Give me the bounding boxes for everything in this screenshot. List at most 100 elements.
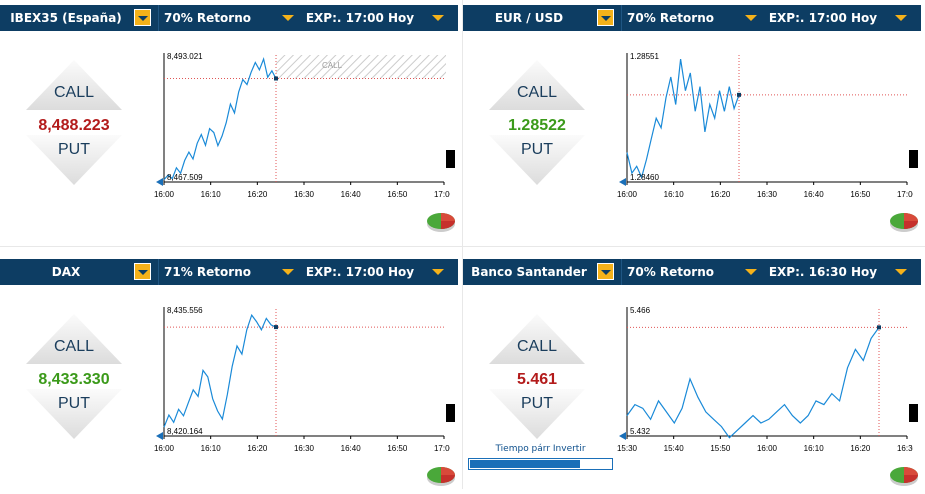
pie-chart-icon[interactable] <box>426 465 456 487</box>
asset-dropdown-button[interactable] <box>134 9 151 26</box>
x-tick-label: 16:00 <box>757 444 778 453</box>
put-button[interactable]: PUT <box>26 389 122 439</box>
trade-buttons: CALL 1.28522 PUT <box>489 60 585 185</box>
asset-panel: Banco Santander 70% Retorno EXP:. 16:30 … <box>463 254 921 494</box>
put-button[interactable]: PUT <box>489 389 585 439</box>
timer-progress-fill <box>470 460 580 468</box>
y-min-label: 8,467.509 <box>167 173 203 182</box>
pie-svg <box>427 213 455 232</box>
y-min-label: 5.432 <box>630 427 651 436</box>
chevron-down-icon[interactable] <box>432 15 444 21</box>
expiry-label: EXP:. 17:00 Hoy <box>768 11 878 25</box>
call-button[interactable]: CALL <box>26 60 122 110</box>
chevron-down-icon[interactable] <box>745 269 757 275</box>
chart-svg: 5.466 5.432 15:30 15:40 15:50 16:00 16:10 16:20… <box>617 306 913 453</box>
x-tick-label: 16:50 <box>387 190 408 199</box>
x-tick-label: 16:00 <box>154 190 175 199</box>
return-label: 71% Retorno <box>164 265 251 279</box>
chevron-down-icon[interactable] <box>282 269 294 275</box>
asset-name: EUR / USD <box>494 11 564 25</box>
chevron-down-icon[interactable] <box>745 15 757 21</box>
asset-dropdown-button[interactable] <box>597 263 614 280</box>
price-indicator-block <box>909 404 918 422</box>
price-series-line <box>626 59 740 180</box>
x-tick-label: 16:40 <box>341 190 362 199</box>
panel-divider-horizontal <box>0 246 925 247</box>
asset-dropdown-button[interactable] <box>134 263 151 280</box>
asset-name: IBEX35 (España) <box>10 11 122 25</box>
current-point <box>274 76 278 81</box>
price-chart: 5.466 5.432 15:30 15:40 15:50 16:00 16:10 16:20… <box>613 299 913 474</box>
expiry-label: EXP:. 17:00 Hoy <box>305 11 415 25</box>
header-separator <box>158 259 159 285</box>
price-chart: 1.28551 1.28460 16:00 16:10 16:20 16:30 16:40 1… <box>613 45 913 220</box>
x-tick-label: 16:10 <box>664 190 685 199</box>
chart-svg: CALL 8,493.021 8,467.509 16:00 16:10 16:20 16:… <box>154 52 450 199</box>
current-point <box>877 325 881 330</box>
price-series-line <box>163 56 277 181</box>
x-tick-label: 16:20 <box>850 444 871 453</box>
chevron-down-icon[interactable] <box>895 15 907 21</box>
invest-timer: Tiempo párr Invertir 00:41 <box>468 444 613 474</box>
x-tick-label: 15:50 <box>710 444 731 453</box>
header-separator <box>621 5 622 31</box>
x-tick-label: 16:00 <box>617 190 638 199</box>
current-price: 8,488.223 <box>38 117 110 134</box>
price-indicator-block <box>446 404 455 422</box>
pie-chart-icon[interactable] <box>889 465 919 487</box>
chevron-down-icon[interactable] <box>282 15 294 21</box>
arrow-left-icon <box>619 178 626 186</box>
chevron-down-icon[interactable] <box>432 269 444 275</box>
price-chart: 8,435.556 8,420.164 16:00 16:10 16:20 16:30 16… <box>150 299 450 474</box>
asset-panel: DAX 71% Retorno EXP:. 17:00 Hoy CALL 8,4… <box>0 254 458 494</box>
pie-chart-icon[interactable] <box>889 211 919 233</box>
expiry-label: EXP:. 16:30 Hoy <box>768 265 878 279</box>
panel-header: IBEX35 (España) 70% Retorno EXP:. 17:00 … <box>0 5 458 31</box>
x-tick-label: 16:10 <box>201 190 222 199</box>
x-tick-label: 16:40 <box>341 444 362 453</box>
asset-panel: IBEX35 (España) 70% Retorno EXP:. 17:00 … <box>0 0 458 240</box>
asset-dropdown-button[interactable] <box>597 9 614 26</box>
call-button[interactable]: CALL <box>26 314 122 364</box>
x-tick-label: 17:00 <box>434 190 450 199</box>
put-button[interactable]: PUT <box>26 135 122 185</box>
call-button[interactable]: CALL <box>489 314 585 364</box>
arrow-left-icon <box>156 432 163 440</box>
current-point <box>737 92 741 97</box>
x-tick-label: 16:30 <box>294 190 315 199</box>
put-button[interactable]: PUT <box>489 135 585 185</box>
trade-buttons: CALL 8,433.330 PUT <box>26 314 122 439</box>
x-tick-label: 16:50 <box>387 444 408 453</box>
call-zone-label: CALL <box>322 61 343 70</box>
trade-buttons: CALL 8,488.223 PUT <box>26 60 122 185</box>
arrow-left-icon <box>156 178 163 186</box>
asset-name: Banco Santander <box>471 265 587 279</box>
pie-svg <box>427 467 455 486</box>
x-tick-label: 16:20 <box>247 444 268 453</box>
call-zone <box>276 55 446 79</box>
timer-value: 00:41 <box>580 459 609 469</box>
asset-name: DAX <box>51 265 81 279</box>
chart-svg: 1.28551 1.28460 16:00 16:10 16:20 16:30 16:40 1… <box>617 52 913 199</box>
expiry-label: EXP:. 17:00 Hoy <box>305 265 415 279</box>
y-max-label: 1.28551 <box>630 52 659 61</box>
x-tick-label: 16:20 <box>247 190 268 199</box>
price-chart: CALL 8,493.021 8,467.509 16:00 16:10 16:20 16:… <box>150 45 450 220</box>
pie-chart-icon[interactable] <box>426 211 456 233</box>
x-tick-label: 16:10 <box>804 444 825 453</box>
return-label: 70% Retorno <box>627 265 714 279</box>
y-min-label: 8,420.164 <box>167 427 203 436</box>
x-tick-label: 16:00 <box>154 444 175 453</box>
pie-svg <box>890 213 918 232</box>
asset-panel: EUR / USD 70% Retorno EXP:. 17:00 Hoy CA… <box>463 0 921 240</box>
chart-svg: 8,435.556 8,420.164 16:00 16:10 16:20 16:30 16… <box>154 306 450 453</box>
panel-header: Banco Santander 70% Retorno EXP:. 16:30 … <box>463 259 921 285</box>
x-tick-label: 16:20 <box>710 190 731 199</box>
pie-svg <box>890 467 918 486</box>
header-separator <box>158 5 159 31</box>
price-series-line <box>626 327 880 439</box>
chevron-down-icon[interactable] <box>895 269 907 275</box>
arrow-left-icon <box>619 432 626 440</box>
call-button[interactable]: CALL <box>489 60 585 110</box>
panel-divider-vertical <box>462 0 463 489</box>
